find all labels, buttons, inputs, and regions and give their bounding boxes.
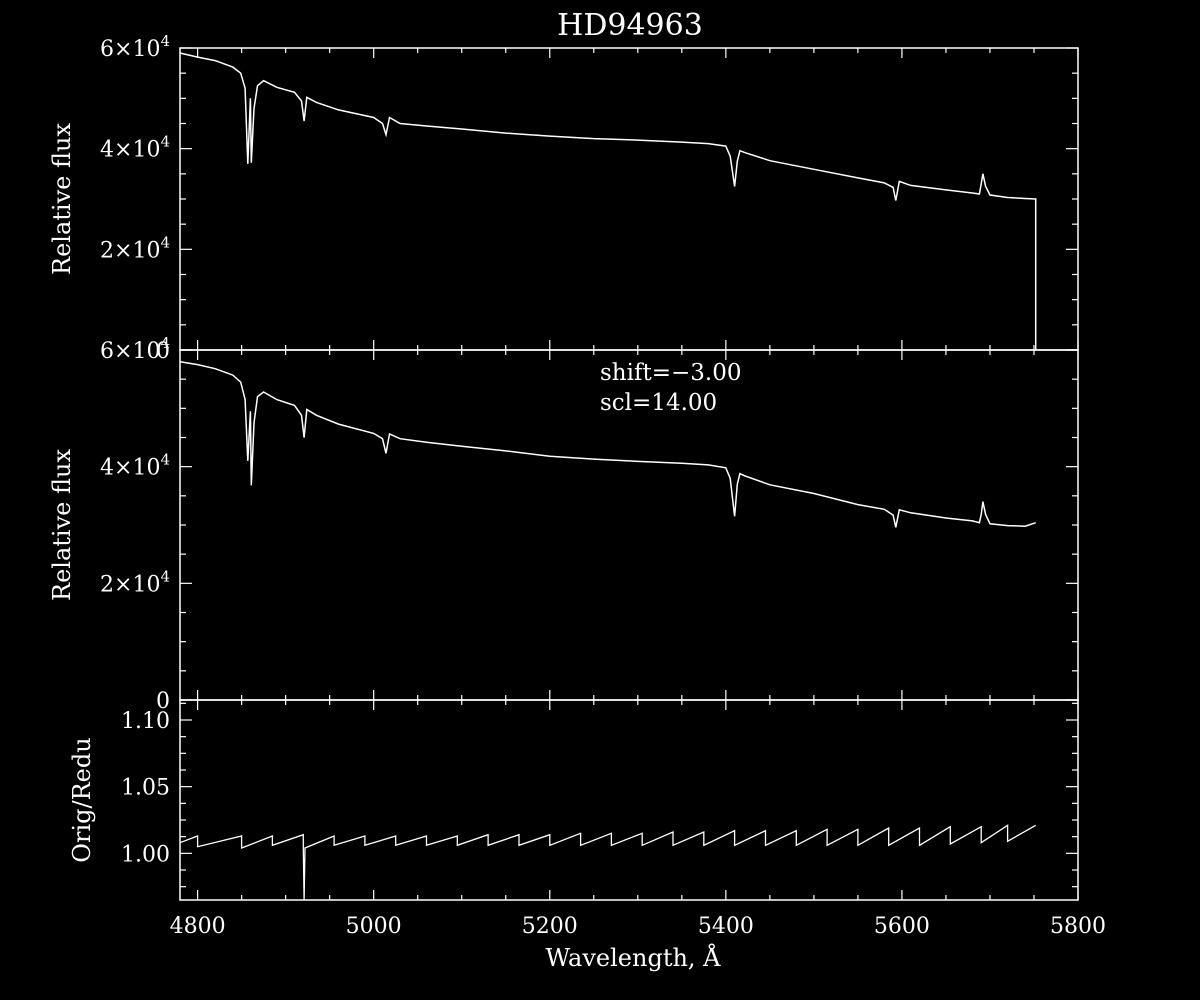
panel-bottom-xticks (197, 700, 1079, 900)
x-tick-label: 5800 (1050, 914, 1106, 939)
y-tick-label: 4×104 (100, 451, 170, 481)
panel-top-spectrum-line (179, 52, 1037, 350)
panel-middle-ylabel: Relative flux (48, 449, 76, 601)
chart-title: HD94963 (557, 8, 703, 43)
y-tick-label: 2×104 (100, 233, 170, 263)
panel-middle-yticks: 0 2×104 4×104 6×104 (100, 334, 1078, 714)
y-tick-label: 6×104 (100, 334, 170, 364)
y-tick-label: 1.00 (121, 842, 170, 867)
shift-annotation: shift=−3.00 (600, 360, 741, 386)
panel-middle-xticks (197, 350, 1079, 700)
y-tick-label: 6×104 (100, 32, 170, 62)
panel-top-ylabel: Relative flux (48, 123, 76, 275)
panel-top-xticks (197, 48, 1079, 350)
x-tick-label: 5000 (346, 914, 402, 939)
x-axis-label: Wavelength, Å (545, 943, 721, 972)
panel-top: Relative flux 0 2×104 4×104 6×104 (48, 32, 1079, 364)
panel-bottom-yticks: 1.00 1.05 1.10 (121, 702, 1078, 888)
y-tick-label: 2×104 (100, 567, 170, 597)
x-tick-label: 5200 (522, 914, 578, 939)
x-tick-labels: 4800 5000 5200 5400 5600 5800 (170, 914, 1106, 939)
panel-bottom-ratio-line (179, 824, 1037, 901)
x-tick-label: 5600 (874, 914, 930, 939)
panel-middle-spectrum-line (179, 360, 1036, 528)
panel-bottom: Orig/Redu 1.00 1.05 1.10 (68, 699, 1079, 901)
y-tick-label: 1.05 (121, 776, 170, 801)
panel-top-frame (179, 47, 1079, 351)
y-tick-label: 0 (156, 689, 170, 714)
panel-bottom-frame (179, 699, 1079, 901)
x-tick-label: 5400 (698, 914, 754, 939)
y-tick-label: 1.10 (121, 709, 170, 734)
x-tick-label: 4800 (170, 914, 226, 939)
panel-bottom-ylabel: Orig/Redu (68, 737, 96, 862)
panel-middle: Relative flux shift=−3.00 scl=14.00 0 2×1… (48, 334, 1079, 714)
scl-annotation: scl=14.00 (600, 390, 717, 416)
y-tick-label: 4×104 (100, 133, 170, 163)
panel-top-yticks: 0 2×104 4×104 6×104 (100, 32, 1078, 364)
y-tick-label: 0 (156, 339, 170, 364)
